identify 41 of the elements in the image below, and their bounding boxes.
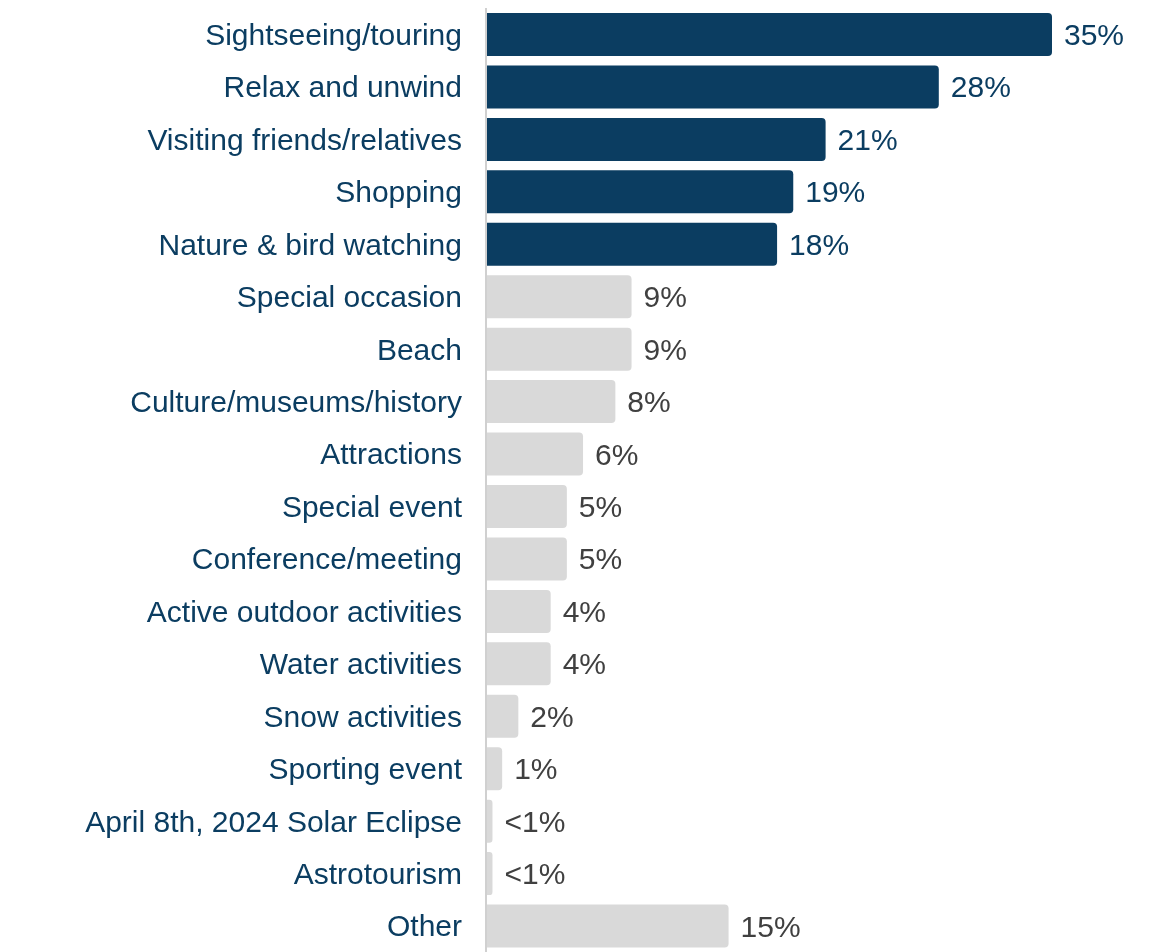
bar: [486, 170, 794, 214]
y-tick-label: Attractions: [320, 437, 462, 471]
data-label: 28%: [950, 70, 1011, 104]
y-tick-label: Sightseeing/touring: [205, 17, 462, 51]
y-tick-label: Beach: [376, 332, 462, 366]
data-label: 4%: [562, 647, 607, 681]
data-label: 9%: [643, 280, 687, 314]
y-tick-label: Snow activities: [263, 699, 462, 733]
y-tick-label: Conference/meeting: [191, 542, 462, 576]
data-label: 5%: [578, 542, 623, 576]
data-label: 18%: [789, 227, 850, 261]
y-tick-label: Active outdoor activities: [146, 594, 462, 628]
data-label: 21%: [837, 122, 898, 156]
y-tick-label: Astrotourism: [293, 856, 462, 890]
y-tick-label: Culture/museums/history: [130, 384, 462, 418]
data-label: 6%: [595, 437, 639, 471]
bar: [486, 13, 1052, 56]
data-label: 2%: [530, 699, 574, 733]
y-tick-label: Special occasion: [236, 280, 462, 314]
y-tick-label: Other: [386, 909, 463, 943]
data-label: 1%: [514, 752, 558, 786]
data-label: 19%: [805, 175, 866, 209]
y-tick-label: Water activities: [259, 647, 462, 681]
bar: [486, 222, 778, 266]
data-label: 4%: [562, 594, 607, 628]
data-label: 15%: [740, 909, 801, 943]
data-label: <1%: [504, 804, 566, 838]
y-tick-label: Nature & bird watching: [158, 227, 462, 261]
bar: [486, 65, 939, 109]
y-tick-label: April 8th, 2024 Solar Eclipse: [85, 804, 462, 838]
y-tick-label: Relax and unwind: [223, 70, 462, 104]
data-label: 35%: [1064, 18, 1125, 51]
bar: [486, 117, 826, 161]
y-tick-label: Visiting friends/relatives: [147, 122, 462, 156]
y-tick-label: Shopping: [335, 175, 462, 209]
data-label: 5%: [578, 490, 623, 523]
data-label: 9%: [643, 332, 687, 366]
y-tick-label: Sporting event: [268, 752, 463, 786]
y-tick-label: Special event: [281, 489, 463, 523]
data-label: <1%: [504, 857, 566, 891]
data-label: 8%: [627, 385, 671, 419]
